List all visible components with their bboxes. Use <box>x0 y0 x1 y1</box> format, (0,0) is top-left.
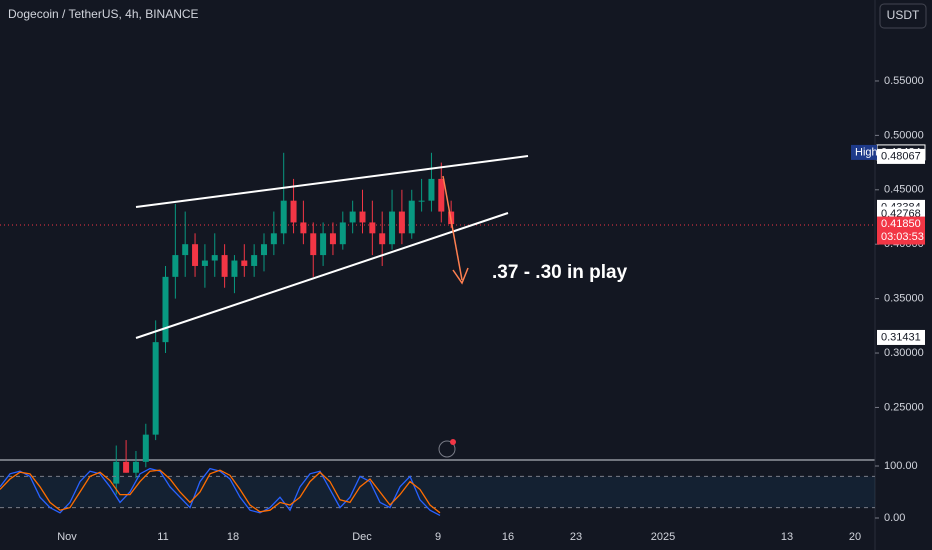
candle-body <box>270 233 277 245</box>
candle-body <box>251 255 258 266</box>
trendline-lower <box>135 212 509 339</box>
candle-body <box>211 255 218 261</box>
y-tick-label: 100.00 <box>884 460 918 472</box>
candle-body <box>182 244 189 256</box>
candle-body <box>261 244 267 256</box>
candle-body <box>172 255 179 277</box>
chart-title: Dogecoin / TetherUS, 4h, BINANCE <box>8 7 199 21</box>
x-tick-label: 18 <box>227 531 239 543</box>
trendline-upper <box>135 155 529 208</box>
oscillator-line <box>0 469 441 514</box>
x-tick-label: 11 <box>157 531 168 543</box>
candle-body <box>438 178 445 212</box>
candle-body <box>221 255 228 277</box>
candle-body <box>310 233 317 256</box>
arrow-head <box>452 267 469 285</box>
candle-body <box>192 244 199 266</box>
price-label-name: High <box>855 146 878 158</box>
y-tick-label: 0.55000 <box>884 75 924 87</box>
candle-body <box>290 200 297 223</box>
price-label-box <box>877 148 925 164</box>
candle-body <box>113 461 120 484</box>
price-label: 0.41850 <box>881 218 921 230</box>
candle-body <box>132 461 139 473</box>
oscillator-band <box>0 476 875 508</box>
candle-body <box>428 178 435 201</box>
candle-body <box>359 211 366 223</box>
oscillator-line <box>0 467 441 516</box>
x-tick-label: 23 <box>570 531 582 543</box>
y-tick-label: 0.45000 <box>884 184 924 196</box>
candle-body <box>300 222 307 234</box>
price-label-box <box>877 329 925 345</box>
candle-body <box>379 233 386 245</box>
candle-body <box>418 200 425 202</box>
icon-dot <box>450 439 456 445</box>
pattern-lines <box>135 155 529 339</box>
price-label-box <box>877 216 925 245</box>
candle-body <box>201 260 208 266</box>
currency-button[interactable] <box>879 3 927 29</box>
candle-body <box>329 233 336 245</box>
candle-body <box>241 260 248 266</box>
candle-body <box>142 434 149 462</box>
candle-body <box>339 222 346 245</box>
countdown: 03:03:53 <box>881 231 924 243</box>
price-label: 0.48067 <box>881 150 921 162</box>
x-tick-label: Nov <box>57 531 77 543</box>
currency-button-label[interactable]: USDT <box>887 8 920 22</box>
y-tick-label: 0.50000 <box>884 129 924 141</box>
x-tick-label: Dec <box>352 531 372 543</box>
x-tick-label: 20 <box>849 531 861 543</box>
x-tick-label: 16 <box>502 531 514 543</box>
price-label-tag <box>851 144 877 160</box>
candle-body <box>349 211 356 223</box>
candle-body <box>152 342 159 435</box>
candle-body <box>408 200 415 234</box>
x-tick-label: 13 <box>781 531 793 543</box>
candle-body <box>320 233 327 256</box>
y-tick-label: 0.30000 <box>884 347 924 359</box>
candle-body <box>162 276 169 343</box>
price-label: 0.31431 <box>881 331 921 343</box>
y-tick-label: 0.25000 <box>884 401 924 413</box>
arrow <box>442 175 463 281</box>
x-tick-label: 9 <box>435 531 441 543</box>
icon[interactable] <box>438 440 456 458</box>
candle-body <box>389 211 396 245</box>
candle-body <box>123 461 130 473</box>
y-tick-label: 0.35000 <box>884 293 924 305</box>
candle-body <box>280 200 287 234</box>
candle-body <box>369 222 376 234</box>
x-tick-label: 2025 <box>651 531 675 543</box>
y-tick-label: 0.00 <box>884 512 905 524</box>
candle-body <box>231 260 238 277</box>
annotation: .37 - .30 in play <box>492 262 628 283</box>
candle-body <box>398 211 405 234</box>
